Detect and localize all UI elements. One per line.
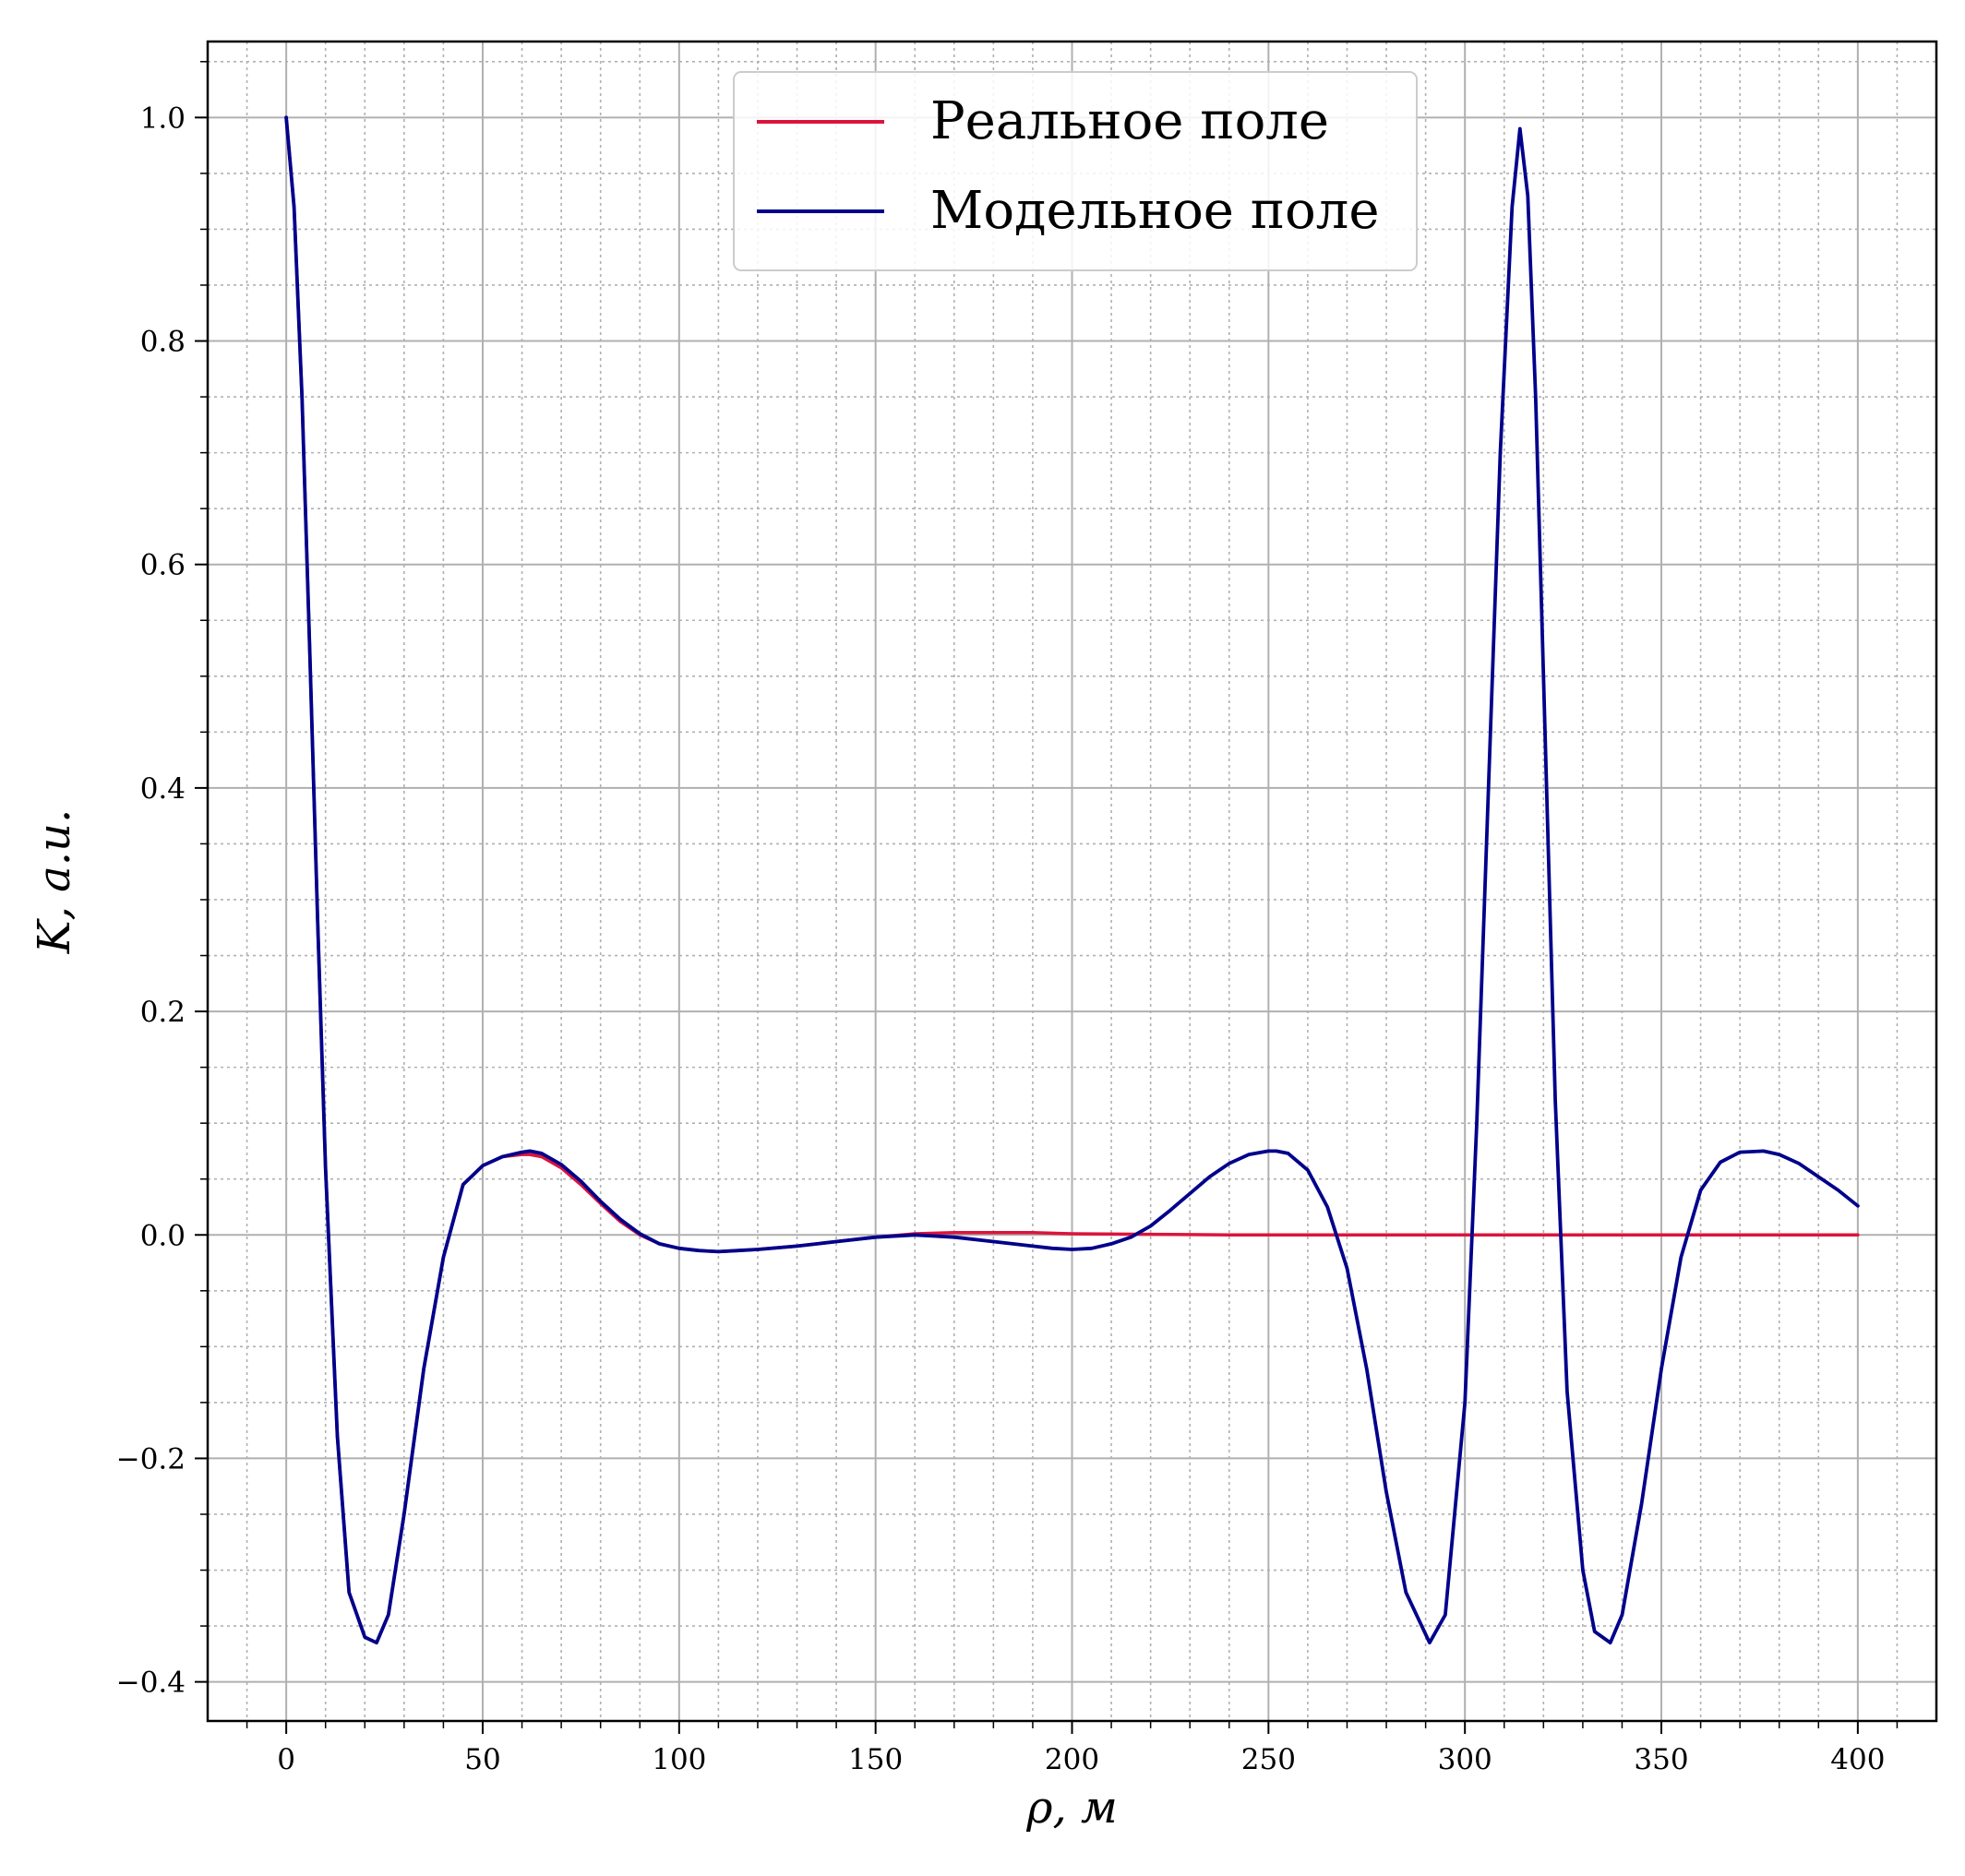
y-axis-label: K, a.u. <box>29 809 80 954</box>
y-tick-label: 0.8 <box>140 326 186 359</box>
major-grid <box>208 42 1936 1721</box>
x-tick-label: 350 <box>1634 1743 1688 1776</box>
ticks <box>195 61 1899 1734</box>
legend-label-model: Модельное поле <box>930 181 1379 241</box>
x-tick-label: 150 <box>848 1743 903 1776</box>
series-layer <box>284 115 1860 1645</box>
y-tick-label: 0.2 <box>140 996 186 1029</box>
y-tick-label: 0.0 <box>140 1219 186 1252</box>
minor-grid <box>208 42 1936 1721</box>
x-tick-label: 100 <box>652 1743 706 1776</box>
x-tick-label: 0 <box>277 1743 295 1776</box>
x-tick-label: 300 <box>1438 1743 1492 1776</box>
legend: Реальное поле Модельное поле <box>733 71 1418 271</box>
x-tick-label: 400 <box>1830 1743 1885 1776</box>
x-tick-label: 250 <box>1241 1743 1296 1776</box>
legend-label-real: Реальное поле <box>930 91 1329 151</box>
x-tick-label: 200 <box>1045 1743 1099 1776</box>
legend-box <box>733 71 1418 271</box>
y-tick-label: 0.4 <box>140 772 186 806</box>
y-tick-label: −0.2 <box>116 1442 186 1476</box>
tick-labels: 0 50 100 150 200 250 300 350 400 −0.4 −0.2 0.0 0.2 0.… <box>116 102 1886 1776</box>
series-line-model <box>284 115 1860 1645</box>
y-tick-label: 1.0 <box>140 102 186 135</box>
y-tick-label: −0.4 <box>116 1667 186 1700</box>
y-tick-label: 0.6 <box>140 549 186 582</box>
x-tick-label: 50 <box>464 1743 500 1776</box>
x-axis-label: ρ, м <box>1025 1782 1118 1834</box>
